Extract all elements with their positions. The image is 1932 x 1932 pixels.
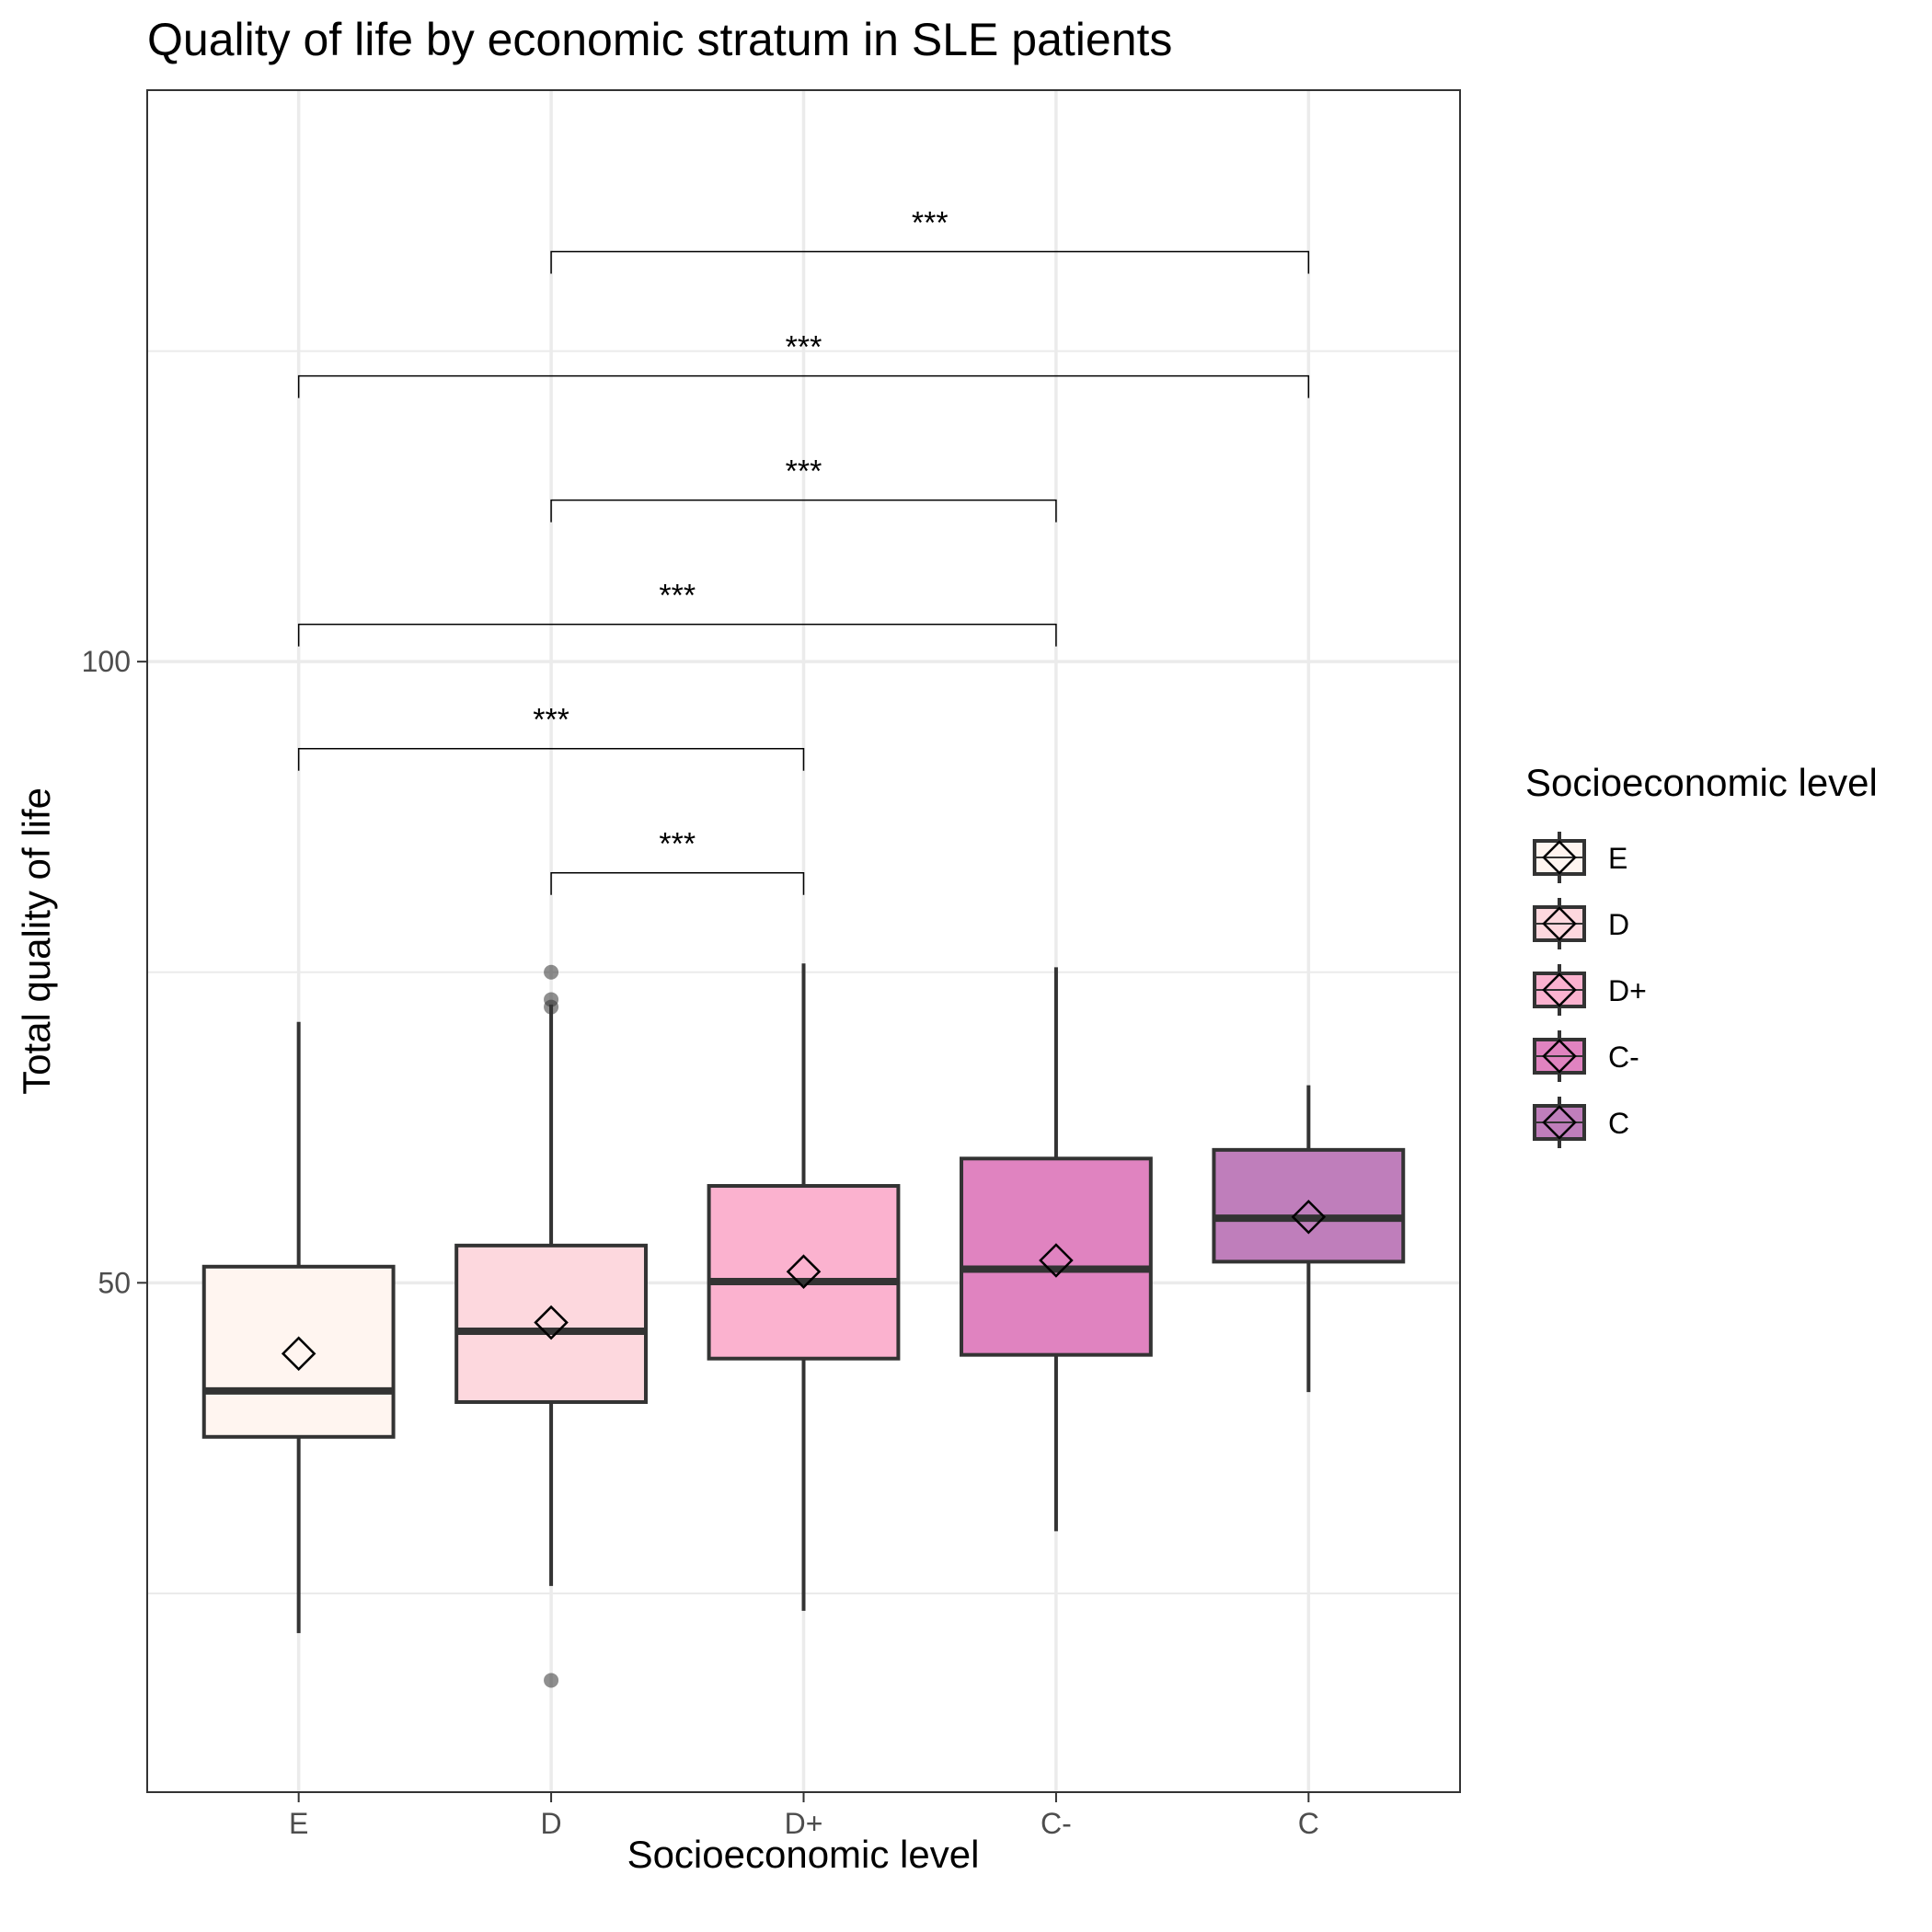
significance-brackets: *** *** *** *** *** *** <box>297 206 1310 895</box>
y-tick-label-1: 100 <box>82 645 131 678</box>
x-tick-label-3: C- <box>1041 1807 1072 1840</box>
legend-label-2: D+ <box>1608 974 1647 1007</box>
x-tick-label-2: D+ <box>785 1807 823 1840</box>
outlier-point-3 <box>544 964 559 980</box>
bracket-line <box>297 747 805 771</box>
legend-title: Socioeconomic level <box>1525 761 1878 804</box>
significance-label: *** <box>786 454 822 489</box>
box-iqr <box>960 1156 1153 1357</box>
y-tick-label-0: 50 <box>98 1266 131 1299</box>
legend-label-0: E <box>1608 842 1627 875</box>
legend-item-C-: C- <box>1533 1030 1639 1082</box>
legend-item-C: C <box>1533 1097 1629 1148</box>
box-iqr <box>1212 1147 1406 1264</box>
outlier-point-2 <box>544 992 559 1007</box>
bracket-line <box>550 871 805 895</box>
box-plots <box>201 963 1406 1688</box>
legend-label-4: C <box>1608 1107 1629 1140</box>
comparison-E-D+: *** <box>297 703 805 771</box>
box-C- <box>960 967 1153 1532</box>
x-tick-label-1: D <box>541 1807 562 1840</box>
comparison-E-C-: *** <box>297 579 1057 647</box>
bracket-line <box>297 374 1310 398</box>
chart-title: Quality of life by economic stratum in S… <box>147 14 1172 65</box>
mean-marker <box>281 1336 316 1372</box>
legend-item-D: D <box>1533 898 1629 949</box>
comparison-E-C: *** <box>297 330 1310 398</box>
box-E <box>201 1021 396 1634</box>
box-C <box>1212 1085 1406 1393</box>
significance-label: *** <box>912 206 949 241</box>
legend-key-mean <box>1542 840 1577 875</box>
significance-label: *** <box>659 827 696 862</box>
y-axis: 50 100 <box>82 645 147 1299</box>
comparison-D-D+: *** <box>550 827 805 895</box>
mean-marker <box>534 1305 569 1340</box>
outlier-point-0 <box>544 1673 559 1688</box>
legend-item-D+: D+ <box>1533 964 1647 1016</box>
legend-key-mean <box>1542 1105 1577 1140</box>
box-iqr <box>707 1184 901 1361</box>
box-D+ <box>707 963 901 1611</box>
x-tick-label-0: E <box>289 1807 308 1840</box>
significance-label: *** <box>786 330 822 365</box>
legend-label-3: C- <box>1608 1041 1639 1074</box>
legend-item-E: E <box>1533 832 1627 883</box>
x-tick-label-4: C <box>1298 1807 1319 1840</box>
bracket-line <box>550 250 1310 274</box>
box-D <box>454 964 648 1688</box>
comparison-D-C: *** <box>550 206 1310 274</box>
legend: ED D+ C- C <box>1533 832 1647 1148</box>
mean-marker <box>786 1254 822 1289</box>
y-axis-title: Total quality of life <box>15 788 58 1095</box>
legend-key-mean <box>1542 972 1577 1007</box>
legend-key-mean <box>1542 1039 1577 1074</box>
significance-label: *** <box>533 703 569 738</box>
legend-key-mean <box>1542 906 1577 941</box>
significance-label: *** <box>659 579 696 614</box>
bracket-line <box>297 623 1057 647</box>
bracket-line <box>550 499 1057 523</box>
x-axis: E D D+ C- C <box>289 1792 1319 1840</box>
mean-marker <box>1291 1200 1327 1235</box>
x-axis-title: Socioeconomic level <box>627 1833 980 1876</box>
comparison-D-C-: *** <box>550 454 1057 523</box>
box-iqr <box>201 1264 396 1439</box>
mean-marker <box>1039 1243 1074 1278</box>
box-iqr <box>454 1243 648 1404</box>
legend-label-1: D <box>1608 908 1629 941</box>
